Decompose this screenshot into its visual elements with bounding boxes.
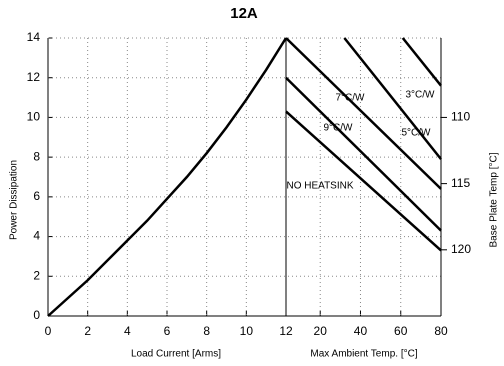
y-tick-label: 6 <box>33 189 40 203</box>
x-tick-label: 12 <box>279 324 293 338</box>
x-tick-label: 0 <box>45 324 52 338</box>
line-label: 9°C/W <box>324 123 354 134</box>
x2-axis-label: Max Ambient Temp. [°C] <box>310 349 417 360</box>
x-tick-label: 2 <box>84 324 91 338</box>
series-line <box>285 110 442 252</box>
line-label: NO HEATSINK <box>286 181 353 192</box>
x-tick-label: 6 <box>164 324 171 338</box>
series-line <box>47 37 288 317</box>
y-tick-label: 14 <box>27 30 41 44</box>
x-tick-label: 8 <box>203 324 210 338</box>
y-tick-label: 8 <box>33 149 40 163</box>
x2-tick-label: 40 <box>354 324 368 338</box>
x2-tick-label: 60 <box>394 324 408 338</box>
line-label: 3°C/W <box>406 90 436 101</box>
y-tick-label: 4 <box>33 229 40 243</box>
y-tick-label: 0 <box>33 308 40 322</box>
series-line <box>343 37 442 160</box>
series-line <box>285 37 442 190</box>
series-line <box>401 37 442 87</box>
x-tick-label: 4 <box>124 324 131 338</box>
y2-tick-label: 110 <box>451 110 470 124</box>
x-tick-label: 10 <box>240 324 254 338</box>
y2-axis-label: Base Plate Temp [°C] <box>489 152 500 247</box>
y-axis-label: Power Dissipation <box>9 160 20 240</box>
series-line <box>285 76 442 232</box>
y-tick-label: 10 <box>27 110 41 124</box>
y-tick-label: 2 <box>33 268 40 282</box>
x-axis-label: Load Current [Arms] <box>131 349 221 360</box>
y2-tick-label: 120 <box>451 242 471 256</box>
line-label: 7°C/W <box>336 93 366 104</box>
line-label: 5°C/W <box>402 128 432 139</box>
y-tick-label: 12 <box>27 70 41 84</box>
x2-tick-label: 20 <box>314 324 328 338</box>
x2-tick-label: 80 <box>434 324 448 338</box>
chart-title: 12A <box>230 5 258 22</box>
y2-tick-label: 115 <box>451 176 470 190</box>
